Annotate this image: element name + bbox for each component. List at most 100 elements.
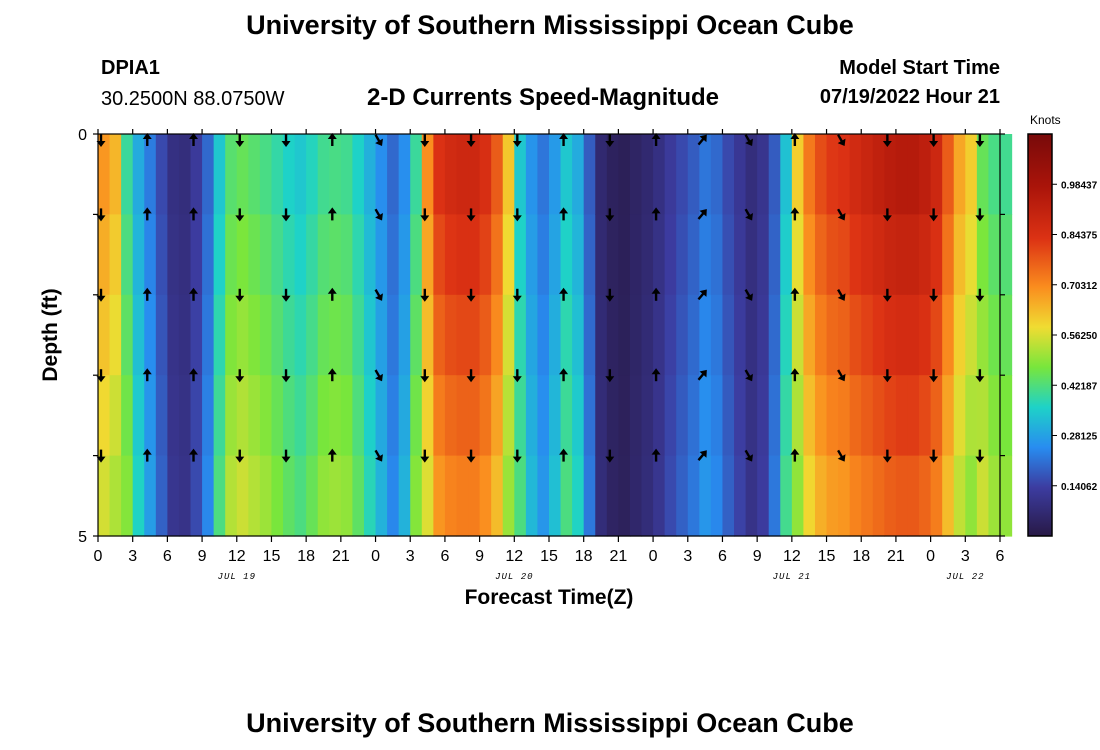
heat-cell [953, 214, 966, 296]
heat-cell [780, 375, 793, 457]
heat-cell [410, 214, 423, 296]
model-start-label: Model Start Time [839, 57, 1000, 79]
heat-cell [248, 134, 261, 215]
current-arrow [235, 208, 245, 222]
heat-cell [653, 134, 666, 215]
heat-cell [780, 294, 793, 376]
current-arrow [605, 369, 615, 383]
heat-cell [676, 294, 689, 376]
heat-cell [849, 375, 862, 457]
heat-cell [572, 455, 585, 537]
heat-cell [930, 294, 943, 376]
heat-cell [444, 214, 458, 296]
x-tick-label: 12 [783, 548, 801, 565]
heat-cell [456, 294, 469, 376]
current-arrow [466, 369, 476, 383]
heat-cell [780, 214, 793, 296]
heat-cell [930, 375, 943, 457]
heat-cell [895, 375, 909, 457]
current-arrow [235, 449, 245, 463]
heat-cell [641, 375, 654, 457]
heat-cell [375, 455, 388, 537]
heat-cell [919, 294, 932, 376]
heat-cell [838, 134, 851, 215]
heat-cell [814, 294, 828, 376]
current-arrow [882, 288, 892, 302]
heat-cell [167, 375, 180, 457]
heat-cell [687, 214, 700, 296]
heat-cell [317, 134, 330, 215]
heat-cell [838, 455, 851, 537]
current-arrow [744, 134, 753, 147]
heat-cell [629, 455, 643, 537]
heat-cell [248, 455, 261, 537]
heat-cell [988, 214, 1001, 296]
colorbar-tick-label: 0.56250 [1061, 331, 1098, 342]
heat-cell [595, 294, 608, 376]
heat-cell [791, 294, 805, 376]
heat-cell [491, 134, 504, 215]
heat-cell [595, 455, 608, 537]
current-arrow [327, 287, 337, 301]
heat-cell [606, 214, 619, 296]
heat-cell [433, 455, 446, 537]
heat-cell [178, 214, 192, 296]
heat-cell [317, 294, 330, 376]
current-arrow [929, 449, 939, 463]
heat-cell [306, 455, 319, 537]
heat-cell [618, 455, 631, 537]
heat-cell [641, 214, 654, 296]
heat-cell [155, 294, 168, 376]
page-title: University of Southern Mississippi Ocean… [246, 10, 854, 40]
heat-cell [225, 375, 238, 457]
heat-cell [363, 294, 377, 376]
current-arrow [929, 288, 939, 302]
current-arrow [744, 289, 753, 301]
heat-cell [583, 134, 596, 215]
heat-cell [803, 134, 816, 215]
heat-cell [132, 375, 145, 457]
heat-cell [444, 375, 458, 457]
heat-cell [202, 214, 215, 296]
heat-cell [583, 214, 596, 296]
page-title-bottom: University of Southern Mississippi Ocean… [246, 708, 854, 738]
current-arrow [882, 449, 892, 463]
heat-cell [167, 134, 180, 215]
current-arrow [605, 449, 615, 463]
heat-cell [514, 214, 527, 296]
heat-cell [930, 214, 943, 296]
heat-cell [109, 294, 122, 376]
current-arrow [512, 134, 522, 147]
heat-cell [132, 214, 145, 296]
heat-cell [791, 455, 805, 537]
heat-cell [930, 455, 943, 537]
heat-cell [283, 134, 296, 215]
heat-cell [907, 214, 920, 296]
heat-cell [398, 294, 411, 376]
heat-cell [421, 455, 434, 537]
heat-cell [826, 214, 839, 296]
heat-cell [872, 294, 885, 376]
heat-cell [155, 134, 168, 215]
current-arrow [466, 449, 476, 463]
current-arrow [235, 369, 245, 383]
heat-cell [398, 214, 411, 296]
heat-cell [456, 134, 469, 215]
heat-cell [121, 134, 134, 215]
date-label: JUL 22 [946, 572, 984, 582]
heat-cell [965, 214, 978, 296]
heat-cell [549, 134, 562, 215]
heat-cell [537, 214, 550, 296]
heat-cell [352, 294, 365, 376]
heat-cell [236, 214, 249, 296]
heat-cell [976, 294, 990, 376]
heat-cell [606, 375, 619, 457]
x-tick-label: 12 [228, 548, 246, 565]
heat-cell [722, 455, 735, 537]
heat-cell [988, 455, 1001, 537]
heat-cell [98, 375, 111, 457]
colorbar-tick-label: 0.14062 [1061, 482, 1098, 493]
heat-cell [803, 455, 816, 537]
heat-cell [976, 375, 990, 457]
current-arrow [697, 289, 707, 301]
